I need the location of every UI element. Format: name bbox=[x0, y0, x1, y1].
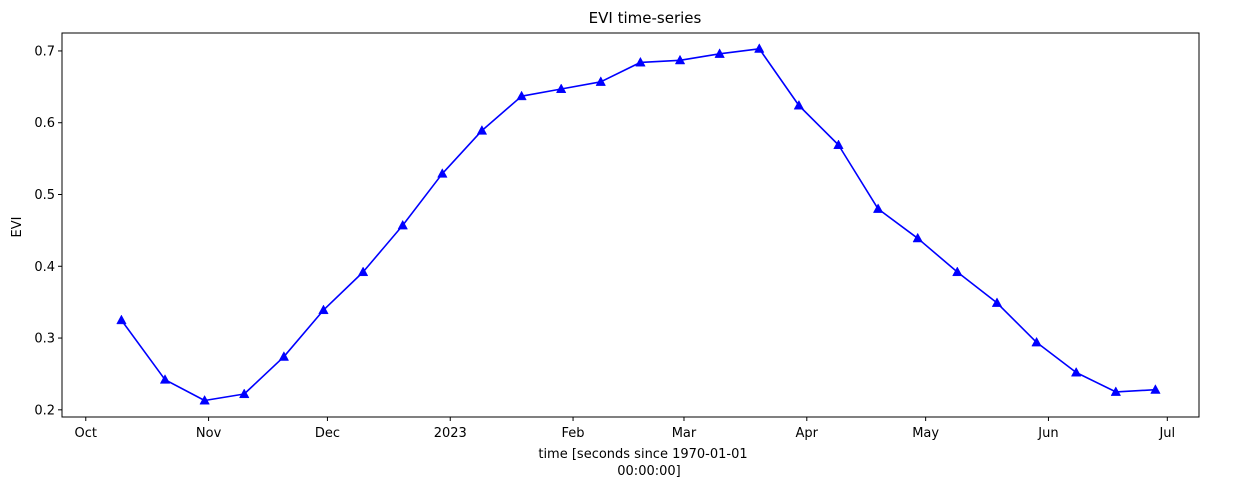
x-tick-label: Apr bbox=[796, 426, 819, 441]
x-tick-label: Mar bbox=[672, 426, 697, 441]
y-tick-label: 0.6 bbox=[34, 116, 55, 131]
x-tick-label: Jun bbox=[1037, 426, 1058, 441]
y-tick-label: 0.4 bbox=[34, 260, 55, 275]
series-line bbox=[120, 47, 1156, 402]
data-point-marker bbox=[397, 219, 408, 230]
data-point-marker bbox=[635, 56, 646, 67]
data-point-marker bbox=[516, 90, 527, 101]
data-point-marker bbox=[318, 304, 329, 315]
data-point-marker bbox=[437, 168, 448, 178]
data-point-marker bbox=[674, 54, 686, 65]
data-point-marker bbox=[278, 351, 290, 361]
data-point-marker bbox=[116, 314, 127, 325]
data-point-marker bbox=[159, 374, 171, 384]
data-point-marker bbox=[555, 83, 567, 93]
x-tick-label: Jul bbox=[1158, 426, 1175, 441]
x-tick-label: Feb bbox=[562, 426, 585, 441]
y-tick-label: 0.3 bbox=[34, 332, 55, 347]
data-point-marker bbox=[714, 48, 725, 58]
data-point-marker bbox=[239, 388, 250, 399]
data-point-marker bbox=[872, 203, 884, 213]
data-point-marker bbox=[991, 297, 1003, 307]
data-point-marker bbox=[912, 232, 923, 243]
x-axis-label-line-2: 00:00:00] bbox=[617, 464, 680, 479]
data-point-marker bbox=[1031, 336, 1042, 347]
x-tick-label: Oct bbox=[75, 426, 97, 441]
plot-area-frame bbox=[61, 32, 1200, 418]
data-point-marker bbox=[833, 139, 844, 149]
x-tick-label: Nov bbox=[196, 426, 222, 441]
data-point-marker bbox=[1070, 366, 1082, 377]
data-point-marker bbox=[754, 43, 765, 53]
y-tick-label: 0.2 bbox=[34, 403, 55, 418]
y-tick-label: 0.7 bbox=[34, 44, 55, 59]
data-point-marker bbox=[793, 99, 805, 110]
x-tick-label: 2023 bbox=[434, 426, 467, 441]
data-point-marker bbox=[476, 125, 488, 135]
x-tick-label: May bbox=[912, 426, 939, 441]
data-point-marker bbox=[952, 266, 963, 277]
data-point-marker bbox=[357, 266, 369, 277]
data-point-marker bbox=[595, 76, 606, 86]
series-layer bbox=[116, 43, 1161, 405]
chart-title: EVI time-series bbox=[589, 9, 702, 27]
x-tick-label: Dec bbox=[315, 426, 340, 441]
data-point-marker bbox=[1110, 386, 1122, 396]
y-tick-label: 0.5 bbox=[34, 188, 55, 203]
data-point-marker bbox=[1150, 384, 1161, 394]
x-axis: Oct Nov Dec 2023 Feb Mar Apr May Jun Jul bbox=[75, 417, 1175, 441]
x-axis-label-line-1: time [seconds since 1970-01-01 bbox=[538, 447, 747, 462]
y-axis: 0.2 0.3 0.4 0.5 0.6 0.7 bbox=[34, 44, 62, 418]
y-axis-label: EVI bbox=[10, 217, 25, 238]
data-point-marker bbox=[199, 394, 210, 405]
